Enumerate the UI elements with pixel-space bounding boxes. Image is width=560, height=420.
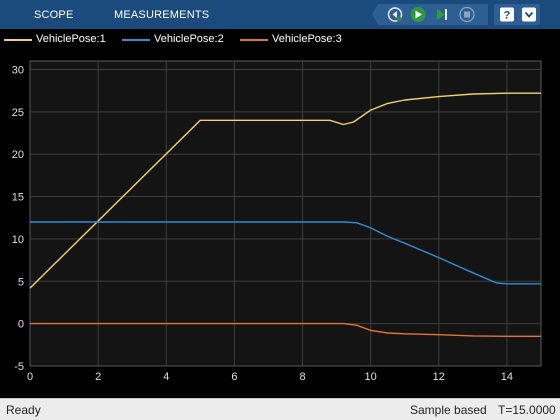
step-back-button[interactable] [384,4,406,25]
x-tick-label: 8 [299,371,305,383]
y-tick-label: -5 [14,361,24,373]
series-line-vehiclepose-1 [29,92,541,289]
x-tick-label: 4 [163,371,169,383]
chevron-down-icon [522,7,536,22]
simulation-controls [372,4,488,25]
legend-label-vehiclepose-3: VehiclePose:3 [272,33,342,45]
series-line-vehiclepose-2 [30,221,541,285]
legend-label-vehiclepose-2: VehiclePose:2 [154,33,224,45]
x-tick-label: 6 [231,371,237,383]
help-group: ? [494,4,540,25]
x-tick-label: 0 [27,371,33,383]
y-tick-label: 20 [12,149,24,161]
expand-toolstrip-button[interactable] [518,4,540,25]
status-text: Ready [6,403,41,417]
help-button[interactable]: ? [496,4,518,25]
legend-line-vehiclepose-1 [4,39,32,41]
toolstrip: SCOPE MEASUREMENTS [0,0,560,29]
step-forward-button[interactable] [430,4,452,25]
run-icon [410,7,426,22]
y-tick-label: 15 [12,192,24,204]
simulation-time-label: T=15.0000 [498,403,556,417]
help-icon: ? [500,7,514,22]
tab-measurements[interactable]: MEASUREMENTS [114,9,210,21]
x-tick-label: 10 [365,371,377,383]
scope-plot[interactable]: 0 2 4 6 8 10 12 14 -5 0 5 10 15 20 25 30 [0,50,560,398]
step-back-icon [387,7,403,22]
y-tick-label: 0 [18,319,24,331]
y-tick-label: 25 [12,107,24,119]
x-tick-label: 12 [433,371,445,383]
y-tick-label: 10 [12,234,24,246]
y-tick-label: 5 [18,276,24,288]
legend-label-vehiclepose-1: VehiclePose:1 [36,33,106,45]
status-bar: Ready Sample based T=15.0000 [0,398,560,420]
series-line-vehiclepose-3 [30,322,541,337]
sample-mode-label: Sample based [410,403,487,417]
tab-scope[interactable]: SCOPE [34,9,74,21]
legend: VehiclePose:1 VehiclePose:2 VehiclePose:… [0,29,560,50]
y-tick-label: 30 [12,64,24,76]
stop-icon [459,6,475,23]
svg-text:?: ? [504,10,511,22]
x-tick-label: 2 [95,371,101,383]
stop-button[interactable] [456,4,478,25]
legend-line-vehiclepose-3 [240,39,268,41]
run-button[interactable] [407,4,429,25]
step-forward-icon [437,9,447,20]
x-tick-label: 14 [501,371,513,383]
legend-line-vehiclepose-2 [122,39,150,41]
